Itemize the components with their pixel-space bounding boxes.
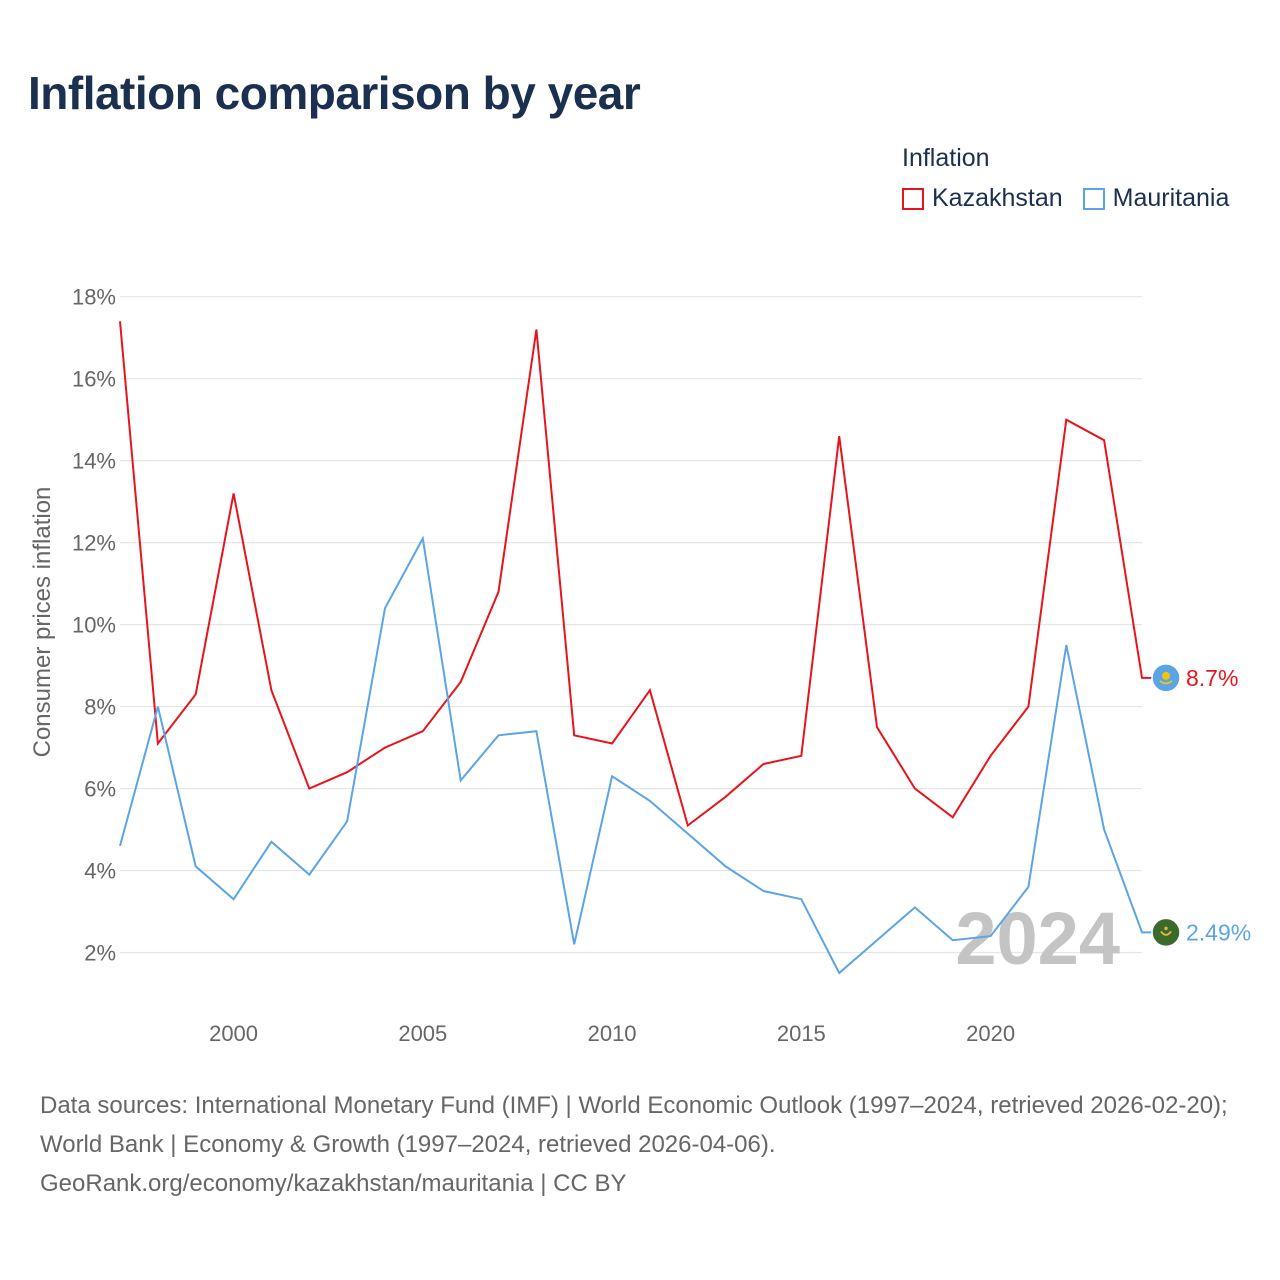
y-tick-label: 18% (72, 285, 116, 310)
legend-swatch-mauritania (1082, 187, 1105, 210)
footer: Data sources: International Monetary Fun… (40, 1086, 1250, 1203)
line-chart: 2% 4% 6% 8% 10% 12% 14% 16% 18% 2000 2005 2010 2015… (29, 285, 1251, 1046)
end-markers: 8.7% 2.49% (1151, 663, 1251, 948)
x-tick-label: 2005 (398, 1021, 447, 1046)
series-line-kazakhstan (119, 321, 1152, 828)
y-tick-label: 2% (84, 941, 116, 966)
legend-title: Inflation (902, 144, 990, 172)
y-tick-label: 6% (84, 777, 116, 802)
legend-label-kazakhstan: Kazakhstan (932, 184, 1063, 212)
y-tick-label: 16% (72, 367, 116, 392)
flag-icon-mauritania (1151, 917, 1181, 948)
end-value-label-mauritania: 2.49% (1186, 919, 1251, 945)
y-tick-label: 14% (72, 449, 116, 474)
gridlines (120, 296, 1142, 954)
x-tick-label: 2015 (777, 1021, 826, 1046)
flag-icon-kazakhstan (1151, 663, 1181, 693)
y-tick-label: 4% (84, 859, 116, 884)
series-line-mauritania (119, 535, 1152, 975)
series-lines (119, 321, 1152, 975)
year-watermark: 2024 (955, 897, 1120, 980)
legend-item-mauritania[interactable]: Mauritania (1082, 184, 1230, 213)
chart-title: Inflation comparison by year (28, 67, 641, 119)
end-value-label-kazakhstan: 8.7% (1186, 665, 1238, 691)
data-sources: Data sources: International Monetary Fun… (40, 1092, 1228, 1158)
x-tick-label: 2020 (966, 1021, 1015, 1046)
x-tick-label: 2010 (588, 1021, 637, 1046)
source-link[interactable]: GeoRank.org/economy/kazakhstan/mauritani… (40, 1170, 627, 1197)
y-axis: 2% 4% 6% 8% 10% 12% 14% 16% 18% (72, 285, 116, 966)
y-tick-label: 10% (72, 613, 116, 638)
x-tick-label: 2000 (209, 1021, 258, 1046)
y-axis-label: Consumer prices inflation (29, 487, 56, 758)
legend-label-mauritania: Mauritania (1112, 184, 1230, 212)
legend-swatch-kazakhstan (902, 187, 924, 210)
y-tick-label: 12% (72, 531, 116, 556)
legend: Kazakhstan Mauritania (902, 184, 1229, 213)
x-axis: 2000 2005 2010 2015 2020 (209, 1021, 1015, 1046)
legend-item-kazakhstan[interactable]: Kazakhstan (902, 184, 1063, 213)
y-tick-label: 8% (84, 695, 116, 720)
